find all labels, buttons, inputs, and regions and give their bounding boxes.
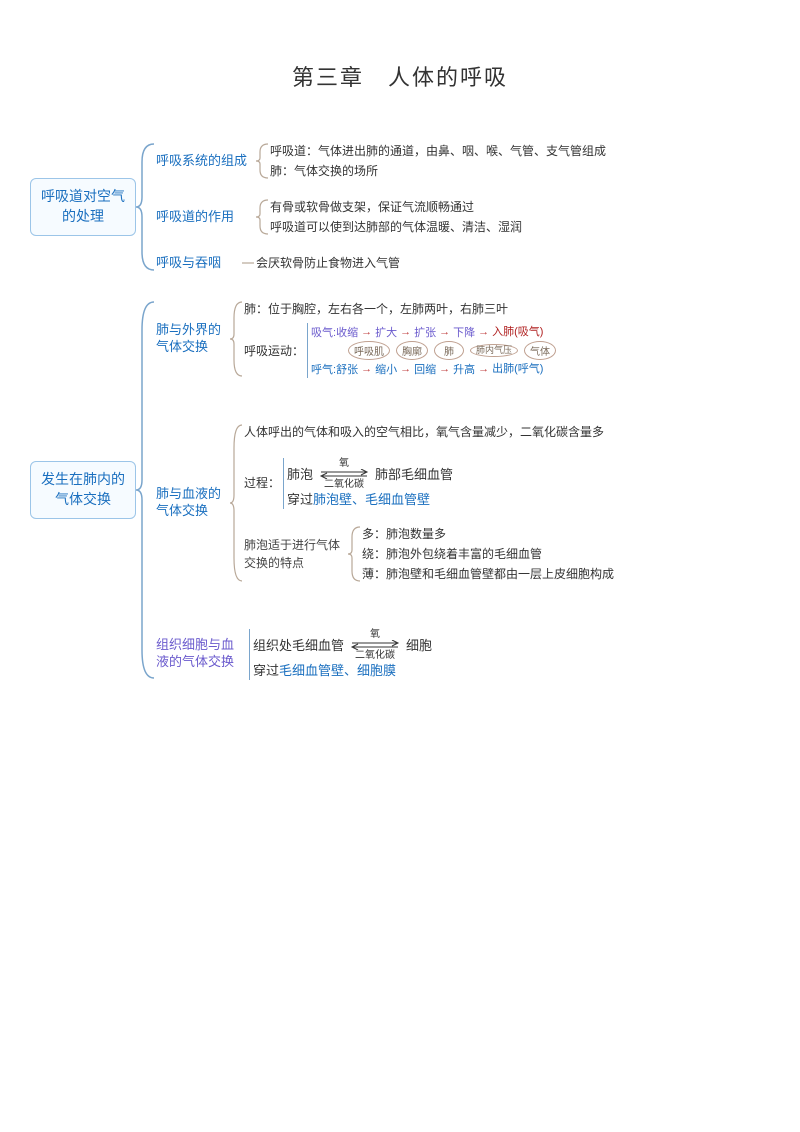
exchange-left: 肺泡 — [287, 464, 313, 483]
branch-2-3: 组织细胞与血液的气体交换 组织处毛细血管 氧 二氧化碳 细胞 穿过毛细血管壁、细… — [156, 629, 614, 681]
bracket-small — [256, 198, 270, 236]
seq-item: 舒张 — [336, 361, 358, 377]
leaf-text: 肺：位于胸腔，左右各一个，左肺两叶，右肺三叶 — [244, 300, 559, 318]
branch-1-3: 呼吸与吞咽 会厌软骨防止食物进入气管 — [156, 254, 606, 272]
under-label: 二氧化碳 — [355, 650, 395, 661]
cross-pre: 穿过 — [253, 663, 279, 678]
pill: 气体 — [524, 341, 556, 360]
leaf-text: 呼吸道：气体进出肺的通道，由鼻、咽、喉、气管、支气管组成 — [270, 142, 606, 160]
branch-1-1: 呼吸系统的组成 呼吸道：气体进出肺的通道，由鼻、咽、喉、气管、支气管组成 肺：气… — [156, 142, 606, 180]
over-label: 氧 — [339, 458, 349, 469]
exchange-row: 组织处毛细血管 氧 二氧化碳 细胞 — [253, 629, 432, 661]
branch-label: 呼吸与吞咽 — [156, 255, 240, 272]
seq-item: 缩小 — [375, 361, 397, 377]
process-row: 过程： 肺泡 氧 二氧化碳 肺部毛细血管 — [244, 458, 614, 510]
separator-icon — [283, 458, 284, 510]
bracket-small — [348, 525, 362, 583]
process-label: 过程： — [244, 474, 280, 492]
leaf-text: 会厌软骨防止食物进入气管 — [256, 254, 400, 272]
exhale-row: 呼气: 舒张→ 缩小→ 回缩→ 升高→ 出肺(呼气) — [311, 361, 559, 377]
branch-label: 呼吸系统的组成 — [156, 153, 256, 170]
root-box-2: 发生在肺内的气体交换 — [30, 461, 136, 518]
pill: 肺 — [434, 341, 464, 360]
pill: 胸廓 — [396, 341, 428, 360]
branch-label: 肺与血液的气体交换 — [156, 486, 230, 520]
seq-item: 下降 — [453, 324, 475, 340]
branch-2-1: 肺与外界的气体交换 肺：位于胸腔，左右各一个，左肺两叶，右肺三叶 呼吸运动： 吸… — [156, 300, 614, 378]
root-box-1: 呼吸道对空气的处理 — [30, 178, 136, 235]
arrow-icon: → — [436, 326, 453, 338]
seq-end: 出肺(呼气) — [492, 364, 543, 375]
pills-row: 呼吸肌 胸廓 肺 肺内气压 气体 — [311, 341, 559, 360]
features-label: 肺泡适于进行气体交换的特点 — [244, 536, 348, 572]
over-label: 氧 — [370, 629, 380, 640]
section-2: 发生在肺内的气体交换 肺与外界的气体交换 肺：位于胸腔，左右各一个，左肺两叶，右… — [30, 300, 770, 680]
leaf-text: 多：肺泡数量多 — [362, 525, 614, 543]
leaf-text: 绕：肺泡外包绕着丰富的毛细血管 — [362, 545, 614, 563]
separator-icon — [307, 323, 308, 378]
branch-label: 肺与外界的气体交换 — [156, 322, 230, 356]
exhale-lead: 呼气: — [311, 361, 336, 377]
bidir-arrow-icon: 氧 二氧化碳 — [317, 458, 371, 490]
seq-item: 扩张 — [414, 324, 436, 340]
cross-text: 肺泡壁、毛细血管壁 — [313, 492, 430, 507]
arrow-icon: → — [358, 326, 375, 338]
branch-1-2: 呼吸道的作用 有骨或软骨做支架，保证气流顺畅通过 呼吸道可以使到达肺部的气体温暖… — [156, 198, 606, 236]
inhale-lead: 吸气: — [311, 324, 336, 340]
arrow-icon: → — [397, 363, 414, 375]
seq-end: 入肺(吸气) — [492, 327, 543, 338]
pill: 呼吸肌 — [348, 341, 390, 360]
resp-motion-label: 呼吸运动： — [244, 342, 304, 360]
inhale-row: 吸气: 收缩→ 扩大→ 扩张→ 下降→ 入肺(吸气) — [311, 324, 559, 340]
arrow-icon: → — [475, 326, 492, 338]
features-row: 肺泡适于进行气体交换的特点 多：肺泡数量多 绕：肺泡外包绕着丰富的毛细血管 薄：… — [244, 525, 614, 583]
leaf-text: 薄：肺泡壁和毛细血管壁都由一层上皮细胞构成 — [362, 565, 614, 583]
exchange-right: 肺部毛细血管 — [375, 464, 453, 483]
arrow-icon: → — [436, 363, 453, 375]
seq-item: 收缩 — [336, 324, 358, 340]
separator-icon — [249, 629, 250, 681]
seq-item: 回缩 — [414, 361, 436, 377]
leaf-text: 有骨或软骨做支架，保证气流顺畅通过 — [270, 198, 522, 216]
seq-item: 升高 — [453, 361, 475, 377]
bracket-root-2 — [136, 300, 156, 680]
leaf-text: 呼吸道可以使到达肺部的气体温暖、清洁、湿润 — [270, 218, 522, 236]
arrow-icon: → — [358, 363, 375, 375]
exchange-left: 组织处毛细血管 — [253, 635, 344, 654]
cross-pre: 穿过 — [287, 492, 313, 507]
arrow-icon: → — [475, 363, 492, 375]
cross-text: 毛细血管壁、细胞膜 — [279, 663, 396, 678]
cross-line: 穿过肺泡壁、毛细血管壁 — [287, 490, 453, 510]
bracket-small — [230, 423, 244, 583]
exchange-row: 肺泡 氧 二氧化碳 肺部毛细血管 — [287, 458, 453, 490]
branch-label: 呼吸道的作用 — [156, 209, 256, 226]
pill: 肺内气压 — [470, 344, 518, 357]
branch-label: 组织细胞与血液的气体交换 — [156, 637, 246, 671]
leaf-text: 肺：气体交换的场所 — [270, 162, 606, 180]
bracket-small — [230, 300, 244, 378]
page-title: 第三章 人体的呼吸 — [30, 60, 770, 92]
leaf-text: 人体呼出的气体和吸入的空气相比，氧气含量减少，二氧化碳含量多 — [244, 423, 614, 441]
section-1: 呼吸道对空气的处理 呼吸系统的组成 呼吸道：气体进出肺的通道，由鼻、咽、喉、气管… — [30, 142, 770, 272]
bidir-arrow-icon: 氧 二氧化碳 — [348, 629, 402, 661]
resp-motion-row: 呼吸运动： 吸气: 收缩→ 扩大→ 扩张→ 下降→ 入肺(吸气) — [244, 323, 559, 378]
bracket-small — [256, 142, 270, 180]
resp-table: 吸气: 收缩→ 扩大→ 扩张→ 下降→ 入肺(吸气) 呼吸肌 胸廓 肺 — [311, 323, 559, 378]
bracket-root-1 — [136, 142, 156, 272]
seq-item: 扩大 — [375, 324, 397, 340]
cross-line: 穿过毛细血管壁、细胞膜 — [253, 661, 432, 681]
under-label: 二氧化碳 — [324, 479, 364, 490]
dash-icon — [240, 258, 256, 268]
exchange-right: 细胞 — [406, 635, 432, 654]
arrow-icon: → — [397, 326, 414, 338]
branch-2-2: 肺与血液的气体交换 人体呼出的气体和吸入的空气相比，氧气含量减少，二氧化碳含量多… — [156, 423, 614, 583]
